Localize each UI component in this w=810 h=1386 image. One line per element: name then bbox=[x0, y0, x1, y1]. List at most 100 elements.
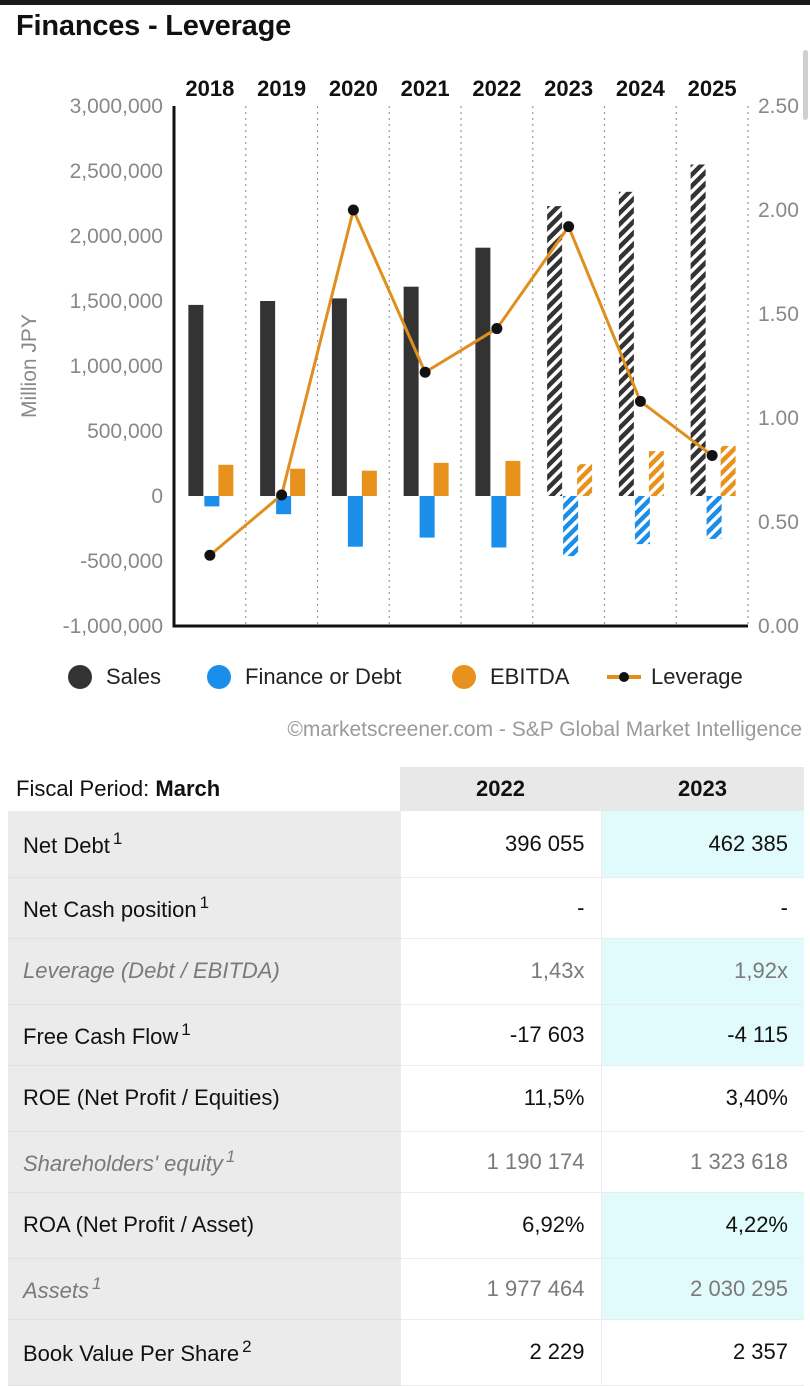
row-label: Assets 1 bbox=[8, 1258, 400, 1320]
x-tick-2025: 2025 bbox=[688, 76, 737, 101]
table-row: ROA (Net Profit / Asset) 6,92% 4,22% bbox=[8, 1192, 804, 1259]
fiscal-period-label: Fiscal Period: bbox=[16, 776, 156, 801]
page-title: Finances - Leverage bbox=[16, 10, 292, 42]
y-tick-7: -500,000 bbox=[80, 550, 163, 573]
bar-ebitda-2019 bbox=[290, 468, 306, 496]
y2-tick-3: 1.00 bbox=[758, 407, 799, 430]
y-tick-6: 0 bbox=[151, 485, 163, 508]
legend-finance-or-debt[interactable]: Finance or Debt bbox=[207, 660, 402, 694]
bar-finance-or-debt-2019 bbox=[276, 496, 292, 515]
y-tick-1: 2,500,000 bbox=[70, 160, 163, 183]
y2-tick-5: 0.00 bbox=[758, 615, 799, 638]
column-header-2023: 2023 bbox=[601, 767, 804, 811]
chart-labels: 2018 2019 2020 2021 2022 2023 2024 2025 3,000,00… bbox=[18, 76, 799, 638]
row-label: Net Cash position 1 bbox=[8, 877, 400, 939]
y-tick-8: -1,000,000 bbox=[63, 615, 163, 638]
row-label: ROA (Net Profit / Asset) bbox=[8, 1192, 400, 1259]
y-tick-0: 3,000,000 bbox=[70, 95, 163, 118]
fiscal-period-header: Fiscal Period: March bbox=[8, 767, 400, 811]
y-tick-3: 1,500,000 bbox=[70, 290, 163, 313]
legend-leverage-swatch bbox=[607, 665, 641, 689]
x-tick-2021: 2021 bbox=[401, 76, 450, 101]
bar-sales-2024 bbox=[618, 191, 634, 497]
value-cell-2023: 4,22% bbox=[600, 1192, 804, 1259]
bar-sales-2019 bbox=[260, 301, 276, 496]
top-bar bbox=[0, 0, 810, 5]
leverage-point-2019 bbox=[276, 489, 288, 501]
source-credit: ©marketscreener.com - S&P Global Market … bbox=[287, 718, 802, 741]
row-label-text: Free Cash Flow bbox=[23, 1023, 179, 1049]
chart-grid bbox=[245, 106, 677, 626]
legend-sales-swatch bbox=[68, 665, 92, 689]
value-cell-2022: 11,5% bbox=[399, 1065, 601, 1132]
row-label-text: ROE (Net Profit / Equities) bbox=[23, 1085, 280, 1110]
legend-leverage[interactable]: Leverage bbox=[607, 660, 743, 694]
x-tick-2020: 2020 bbox=[329, 76, 378, 101]
table-row: Shareholders' equity 1 1 190 174 1 323 618 bbox=[8, 1131, 804, 1193]
value-cell-2023: 2 030 295 bbox=[600, 1258, 804, 1320]
row-label: Shareholders' equity 1 bbox=[8, 1131, 400, 1193]
leverage-point-2025 bbox=[706, 449, 718, 461]
bar-ebitda-2025 bbox=[720, 445, 736, 496]
bar-finance-or-debt-2025 bbox=[706, 496, 722, 539]
y2-tick-4: 0.50 bbox=[758, 511, 799, 534]
chart-bars bbox=[188, 164, 736, 557]
footnote-marker: 2 bbox=[242, 1337, 252, 1356]
bar-sales-2023 bbox=[547, 206, 563, 496]
x-tick-2022: 2022 bbox=[472, 76, 521, 101]
leverage-line-path bbox=[208, 208, 714, 557]
value-cell-2023: 3,40% bbox=[600, 1065, 804, 1132]
row-label-text: Net Debt bbox=[23, 832, 110, 858]
value-cell-2022: 396 055 bbox=[399, 811, 601, 878]
legend-ebitda[interactable]: EBITDA bbox=[452, 660, 569, 694]
value-cell-2023: 1 323 618 bbox=[600, 1131, 804, 1193]
column-header-2022: 2022 bbox=[400, 767, 601, 811]
bar-finance-or-debt-2020 bbox=[347, 496, 363, 547]
scrollbar[interactable] bbox=[803, 50, 808, 120]
row-label: Leverage (Debt / EBITDA) bbox=[8, 938, 400, 1005]
bar-sales-2025 bbox=[690, 164, 706, 496]
value-cell-2022: -17 603 bbox=[399, 1004, 601, 1066]
table-header-row: Fiscal Period: March 2022 2023 bbox=[8, 767, 804, 811]
value-cell-2022: 6,92% bbox=[399, 1192, 601, 1259]
row-label-text: Book Value Per Share bbox=[23, 1341, 240, 1366]
bar-sales-2018 bbox=[188, 304, 204, 496]
leverage-point-2024 bbox=[634, 395, 646, 407]
footnote-marker: 1 bbox=[199, 892, 210, 912]
footnote-marker: 1 bbox=[181, 1019, 191, 1039]
value-cell-2023: - bbox=[600, 877, 804, 939]
leverage-point-2022 bbox=[491, 323, 503, 335]
x-tick-2018: 2018 bbox=[185, 76, 234, 101]
bar-ebitda-2022 bbox=[505, 460, 521, 496]
table-row: Net Cash position 1- - bbox=[8, 877, 804, 939]
bar-sales-2020 bbox=[331, 298, 347, 496]
legend-sales[interactable]: Sales bbox=[68, 660, 161, 694]
bar-sales-2022 bbox=[475, 247, 491, 496]
legend-ebitda-label: EBITDA bbox=[490, 664, 570, 689]
row-label-text: ROA (Net Profit / Asset) bbox=[23, 1212, 255, 1237]
row-label-text: Shareholders' equity bbox=[23, 1150, 223, 1176]
footnote-marker: 1 bbox=[112, 828, 123, 848]
y2-tick-1: 2.00 bbox=[758, 199, 799, 222]
leverage-point-2023 bbox=[563, 221, 575, 233]
legend-finance-label: Finance or Debt bbox=[245, 664, 402, 689]
bar-finance-or-debt-2022 bbox=[491, 496, 507, 548]
bar-finance-or-debt-2023 bbox=[563, 496, 579, 557]
value-cell-2022: - bbox=[399, 877, 601, 939]
legend-ebitda-swatch bbox=[452, 665, 476, 689]
row-label: Book Value Per Share 2 bbox=[8, 1319, 400, 1386]
legend-finance-swatch bbox=[207, 665, 231, 689]
y-axis-label: Million JPY bbox=[18, 314, 41, 418]
value-cell-2022: 2 229 bbox=[399, 1319, 601, 1386]
chart-axes bbox=[172, 106, 749, 628]
bar-finance-or-debt-2021 bbox=[419, 496, 435, 538]
bar-ebitda-2024 bbox=[648, 451, 664, 496]
value-cell-2023: 2 357 bbox=[600, 1319, 804, 1386]
legend-sales-label: Sales bbox=[106, 664, 162, 689]
x-tick-2019: 2019 bbox=[257, 76, 306, 101]
row-label: Free Cash Flow 1 bbox=[8, 1004, 400, 1066]
footnote-marker: 1 bbox=[92, 1273, 102, 1293]
y-tick-2: 2,000,000 bbox=[70, 225, 163, 248]
table-row: ROE (Net Profit / Equities) 11,5% 3,40% bbox=[8, 1065, 804, 1132]
table-row: Assets 1 1 977 464 2 030 295 bbox=[8, 1258, 804, 1320]
